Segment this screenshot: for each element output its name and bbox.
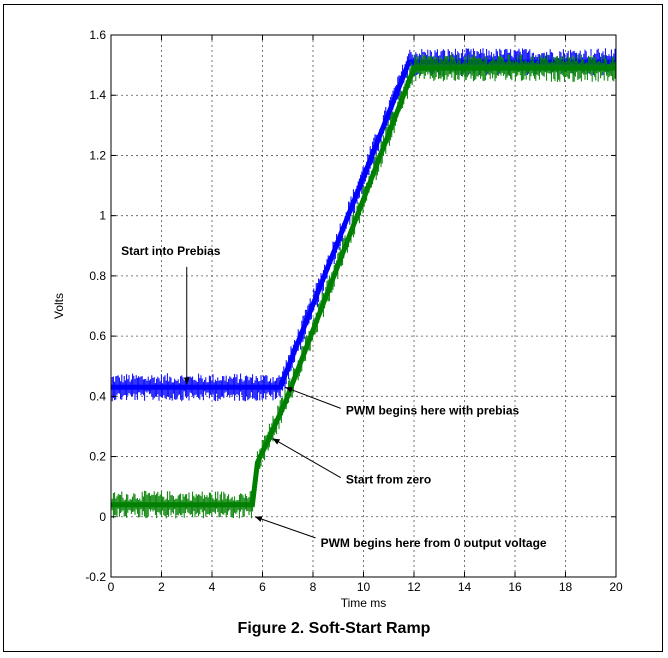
x-tick-label: 8 — [310, 580, 317, 594]
y-tick-label: 0.6 — [89, 329, 106, 343]
y-tick-label: 0 — [99, 510, 106, 524]
x-axis-label: Time ms — [341, 596, 387, 610]
annotation-label: PWM begins here with prebias — [346, 403, 520, 417]
annotation-arrow — [285, 386, 341, 409]
y-tick-label: 0.4 — [89, 389, 106, 403]
y-tick-label: 1.2 — [89, 148, 106, 162]
x-tick-label: 10 — [357, 580, 371, 594]
annotation-arrow — [272, 438, 342, 479]
x-tick-label: 18 — [559, 580, 573, 594]
x-tick-label: 20 — [609, 580, 623, 594]
y-tick-label: 1.4 — [89, 88, 106, 102]
y-tick-label: 1.6 — [89, 28, 106, 42]
x-tick-label: 2 — [158, 580, 165, 594]
x-tick-label: 4 — [209, 580, 216, 594]
x-tick-label: 12 — [407, 580, 421, 594]
y-tick-label: 1 — [99, 209, 106, 223]
annotation-arrow — [254, 516, 316, 539]
y-tick-label: 0.8 — [89, 269, 106, 283]
x-tick-label: 14 — [458, 580, 472, 594]
x-tick-label: 6 — [259, 580, 266, 594]
annotation-label: Start from zero — [346, 473, 431, 487]
y-tick-label: 0.2 — [89, 450, 106, 464]
y-axis-label: Volts — [52, 293, 66, 319]
soft-start-chart: 0 2 4 6 8 10 12 14 16 18 20-0.200.20.40.60.811.21.… — [52, 28, 623, 610]
x-tick-label: 0 — [108, 580, 115, 594]
figure-caption: Figure 2. Soft-Start Ramp — [237, 620, 431, 637]
annotation-label: PWM begins here from 0 output voltage — [321, 536, 547, 550]
y-tick-label: -0.2 — [85, 570, 106, 584]
annotation-label: Start into Prebias — [121, 244, 221, 258]
x-tick-label: 16 — [508, 580, 522, 594]
